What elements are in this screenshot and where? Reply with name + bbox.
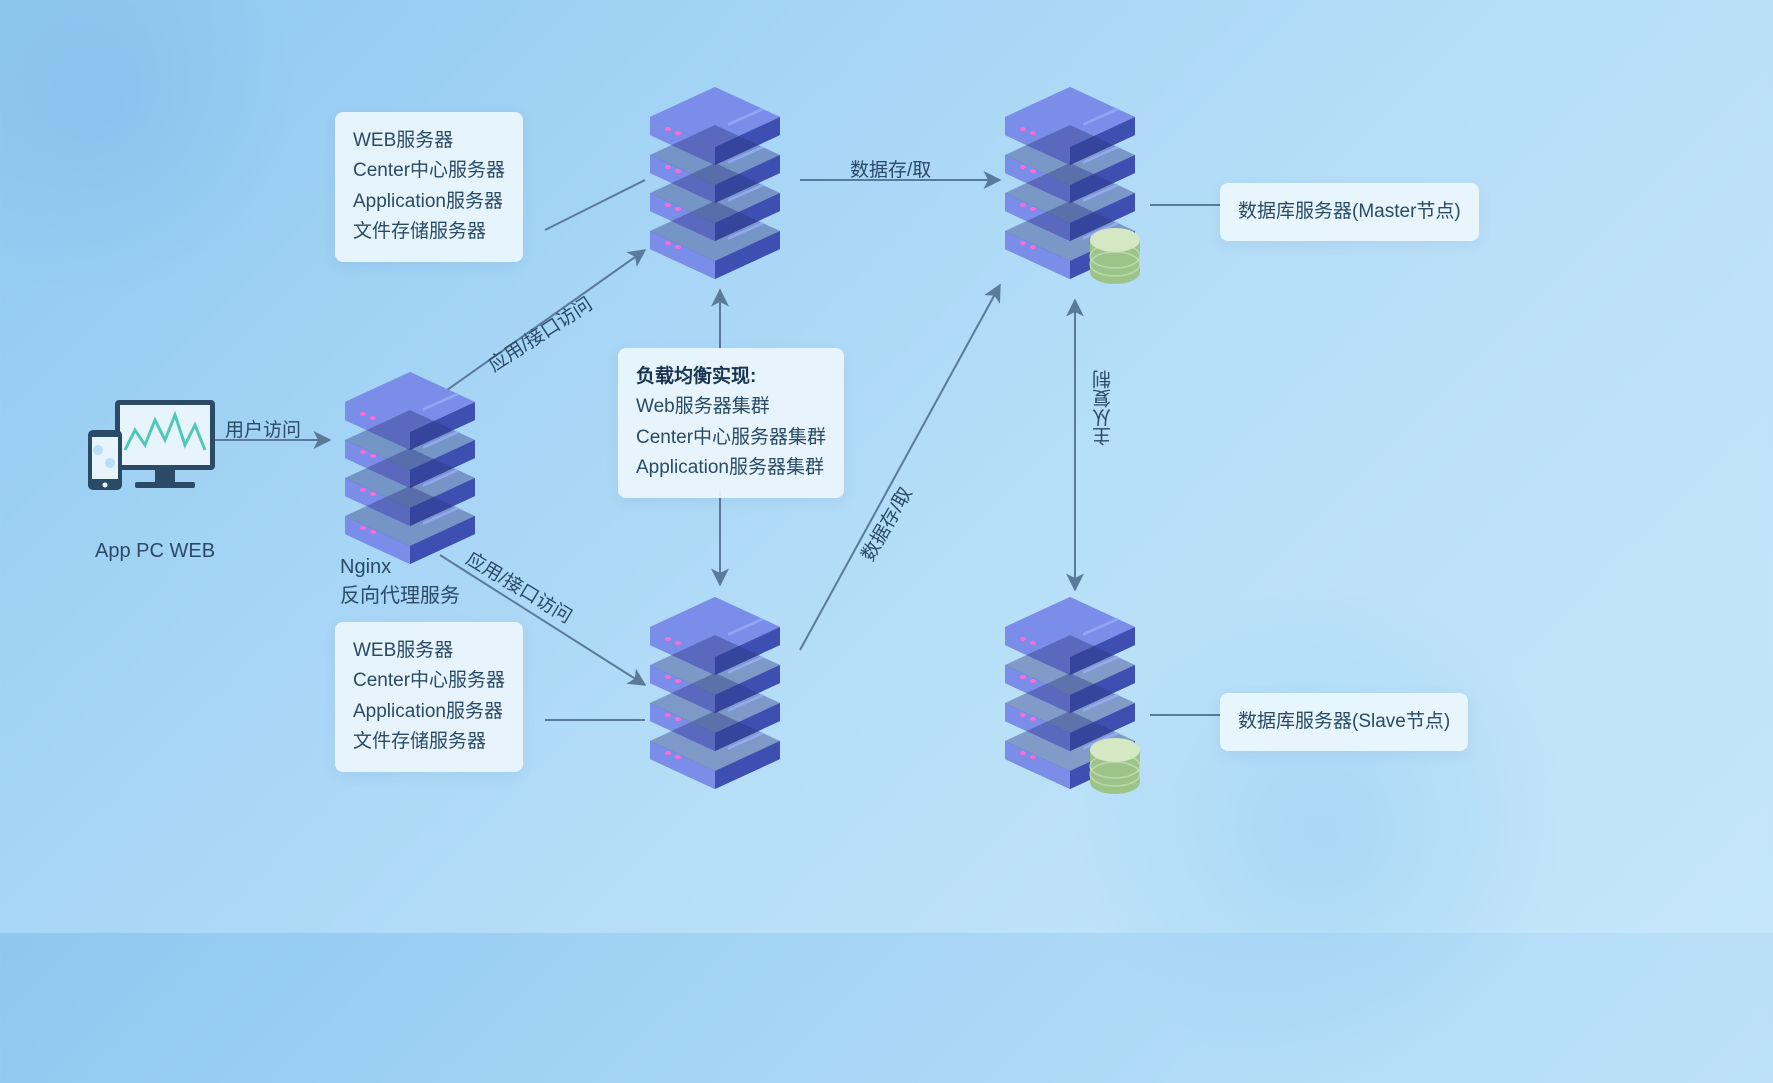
lb-title: 负载均衡实现: [636,362,826,392]
nginx-label-line1: Nginx [340,556,460,579]
box-line: Center中心服务器 [353,666,505,696]
box-line: Application服务器 [353,187,505,217]
edge-label: 应用/接口访问 [482,290,597,378]
db-master-text: 数据库服务器(Master节点) [1238,201,1461,222]
edge-label: 数据存/取 [854,482,918,566]
lb-desc-box: 负载均衡实现: Web服务器集群 Center中心服务器集群 Applicati… [618,348,844,498]
nginx-label: Nginx 反向代理服务 [340,556,460,608]
box-line: Center中心服务器集群 [636,423,826,453]
db-slave-text: 数据库服务器(Slave节点) [1238,711,1450,732]
box-line: Application服务器集群 [636,453,826,483]
db-master-label-box: 数据库服务器(Master节点) [1220,183,1479,241]
app-server-top-node [640,75,800,300]
db-slave-node [995,585,1155,810]
app-desc-top-box: WEB服务器 Center中心服务器 Application服务器 文件存储服务… [335,112,523,262]
app-server-bottom-node [640,585,800,810]
db-master-node [995,75,1155,300]
box-line: 文件存储服务器 [353,217,505,247]
app-desc-bottom-box: WEB服务器 Center中心服务器 Application服务器 文件存储服务… [335,622,523,772]
background-blob [0,0,300,300]
nginx-label-line2: 反向代理服务 [340,579,460,608]
box-line: WEB服务器 [353,126,505,156]
edge-label: 数据存/取 [850,155,931,182]
client-label: App PC WEB [95,540,215,563]
edge-label: 主从复制 [1090,370,1117,446]
db-slave-label-box: 数据库服务器(Slave节点) [1220,693,1468,751]
box-line: 文件存储服务器 [353,727,505,757]
box-line: Application服务器 [353,697,505,727]
client-node [80,395,220,520]
box-line: Web服务器集群 [636,392,826,422]
edge-label: 应用/接口访问 [462,544,578,629]
box-line: Center中心服务器 [353,156,505,186]
box-line: WEB服务器 [353,636,505,666]
edge-label: 用户访问 [225,415,301,442]
